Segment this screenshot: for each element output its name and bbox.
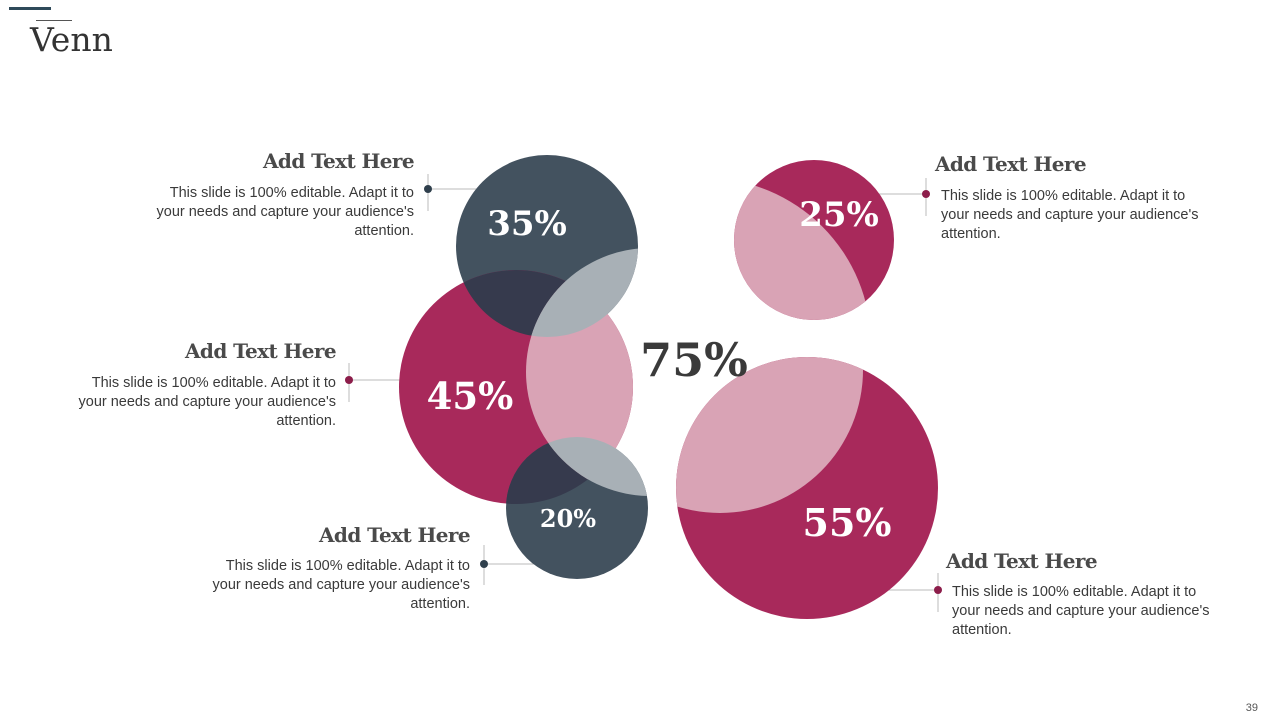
callout-body-mid-left: This slide is 100% editable. Adapt it to… bbox=[78, 375, 337, 429]
page-number: 39 bbox=[1245, 702, 1258, 714]
pink-lens-25 bbox=[734, 178, 871, 320]
callout-heading-bottom-right: Add Text Here bbox=[946, 549, 1098, 573]
center-label-75: 75% bbox=[640, 333, 748, 387]
label-45: 45% bbox=[427, 374, 514, 418]
title-accent-bar bbox=[9, 7, 51, 10]
callout-body-bottom-right: This slide is 100% editable. Adapt it to… bbox=[952, 584, 1210, 638]
callout-heading-bottom-left: Add Text Here bbox=[319, 523, 471, 547]
title-accent-line bbox=[36, 20, 72, 21]
label-20: 20% bbox=[540, 504, 596, 533]
callout-heading-top-right: Add Text Here bbox=[935, 152, 1087, 176]
callout-body-bottom-left: This slide is 100% editable. Adapt it to… bbox=[212, 558, 471, 612]
label-35: 35% bbox=[487, 204, 567, 244]
callout-heading-top-left: Add Text Here bbox=[263, 149, 415, 173]
callout-body-top-right: This slide is 100% editable. Adapt it to… bbox=[941, 188, 1199, 242]
gray-lens-35 bbox=[526, 248, 638, 337]
label-25: 25% bbox=[799, 195, 879, 235]
dot-mid-left bbox=[345, 376, 353, 384]
dot-bottom-right bbox=[934, 586, 942, 594]
callout-body-top-left: This slide is 100% editable. Adapt it to… bbox=[156, 185, 415, 239]
slide-title: Venn bbox=[30, 20, 113, 59]
left-venn-cluster bbox=[399, 155, 648, 579]
dot-top-right bbox=[922, 190, 930, 198]
dot-bottom-left bbox=[480, 560, 488, 568]
callout-heading-mid-left: Add Text Here bbox=[185, 339, 337, 363]
label-55: 55% bbox=[803, 500, 892, 545]
top-right-circle-group bbox=[734, 160, 894, 320]
dot-top-left bbox=[424, 185, 432, 193]
